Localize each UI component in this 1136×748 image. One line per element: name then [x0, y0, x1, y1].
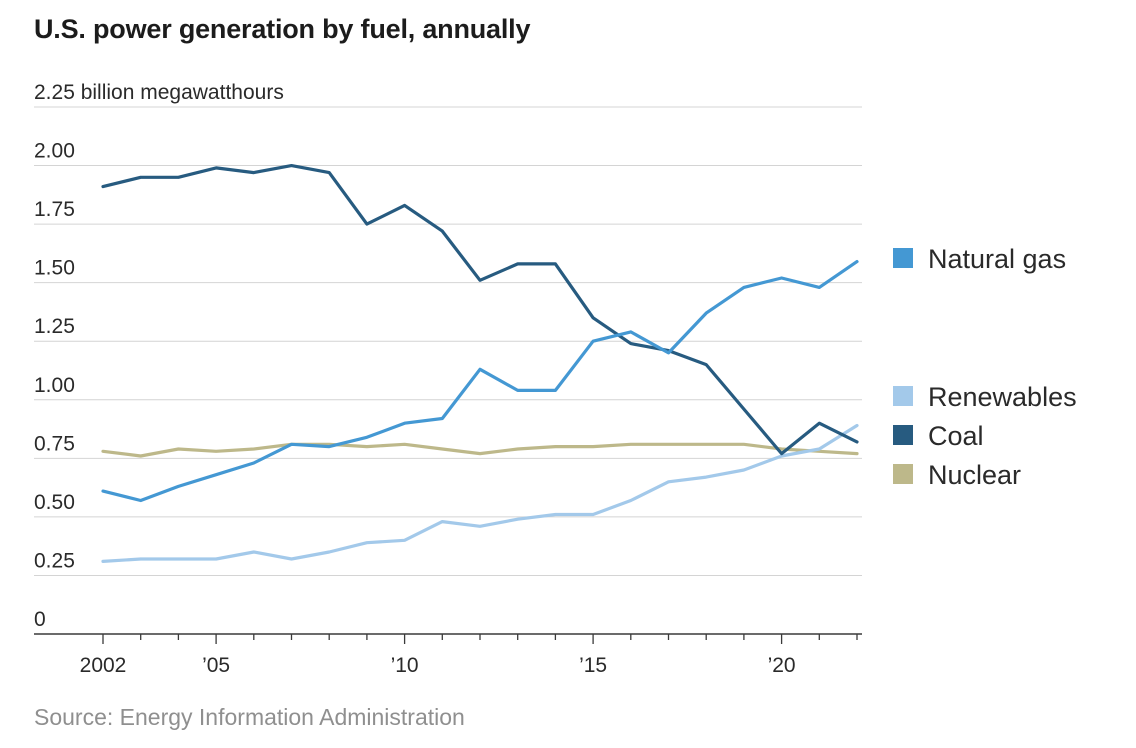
- series-line-renewables: [101, 423, 859, 564]
- x-tick-label: 2002: [80, 654, 127, 677]
- x-tick-label: ’15: [579, 654, 607, 677]
- y-tick-label: 2.25 billion megawatthours: [34, 81, 284, 104]
- y-axis-ticks: 0 0.25 0.50 0.75 1.00 1.25 1.50 1.75 2.00 2.25 bi…: [34, 81, 284, 631]
- source-note: Source: Energy Information Administratio…: [34, 704, 465, 730]
- legend-swatch-nuclear: [893, 464, 913, 484]
- series-line-nuclear: [101, 442, 859, 458]
- legend-label-coal: Coal: [928, 421, 984, 451]
- legend-label-nuclear: Nuclear: [928, 460, 1021, 490]
- x-tick-label: ’20: [768, 654, 796, 677]
- series-lines: [101, 164, 859, 564]
- y-tick-label: 2.00: [34, 140, 75, 163]
- series-line-coal: [101, 164, 859, 456]
- legend-label-natural-gas: Natural gas: [928, 244, 1066, 274]
- y-tick-label: 0.50: [34, 491, 75, 514]
- y-tick-label: 1.50: [34, 257, 75, 280]
- gridlines: [34, 106, 862, 576]
- y-tick-label: 1.75: [34, 198, 75, 221]
- x-tick-label: ’05: [202, 654, 230, 677]
- y-tick-label: 0.25: [34, 549, 75, 572]
- legend: Natural gas Renewables Coal Nuclear: [893, 244, 1077, 490]
- chart-title: U.S. power generation by fuel, annually: [34, 14, 531, 44]
- y-tick-label: 0: [34, 608, 46, 631]
- y-tick-label: 0.75: [34, 432, 75, 455]
- y-tick-label: 1.00: [34, 374, 75, 397]
- y-tick-label: 1.25: [34, 315, 75, 338]
- series-line-natural-gas: [101, 260, 859, 503]
- x-tick-label: ’10: [391, 654, 419, 677]
- legend-swatch-coal: [893, 425, 913, 445]
- legend-label-renewables: Renewables: [928, 382, 1077, 412]
- legend-swatch-renewables: [893, 386, 913, 406]
- legend-swatch-natural-gas: [893, 248, 913, 268]
- x-axis: 2002 ’05 ’10 ’15 ’20: [34, 633, 862, 677]
